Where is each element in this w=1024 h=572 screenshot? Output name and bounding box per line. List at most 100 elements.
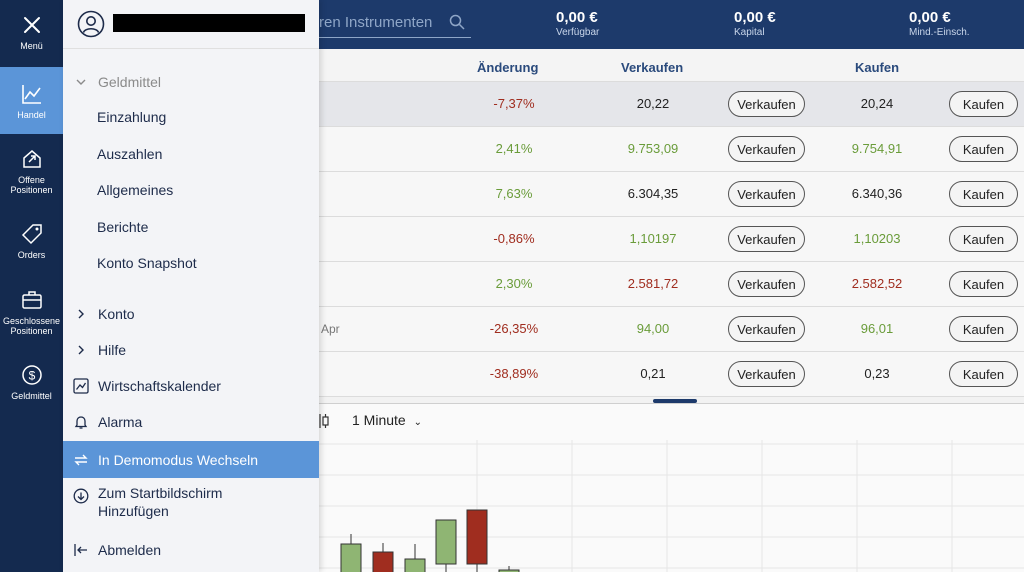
change-value: 2,30% [495,276,533,291]
menu-item-label: Konto [98,306,135,322]
user-avatar-icon[interactable] [77,10,105,38]
instruments-table: Änderung Verkaufen Kaufen -7,37% 20,22 Ver… [319,49,1024,397]
search-input[interactable]: ren Instrumenten [319,14,433,31]
dollar-circle-icon: $ [20,363,44,387]
table-row[interactable]: -38,89% 0,21 Verkaufen 0,23 Kaufen [319,352,1024,397]
menu-item-label: In Demomodus Wechseln [98,451,259,468]
rail-item-label: Offene Positionen [10,175,53,195]
table-row[interactable]: 2,41% 9.753,09 Verkaufen 9.754,91 Kaufen [319,127,1024,172]
menu-item-einzahlung[interactable]: Einzahlung [63,103,319,131]
menu-item-demomodus[interactable]: In Demomodus Wechseln [63,441,319,478]
chevron-right-icon [71,304,91,324]
menu-item-berichte[interactable]: Berichte [63,213,319,241]
rail-item-label: Orders [17,250,46,260]
stat-value: 0,00 € [734,9,776,26]
table-row[interactable]: 7,63% 6.304,35 Verkaufen 6.340,36 Kaufen [319,172,1024,217]
sell-price: 94,00 [636,321,670,336]
rail-item-geldmittel[interactable]: $ Geldmittel [0,355,63,409]
rail-item-label: Geschlossene Positionen [2,316,61,336]
table-header: Änderung Verkaufen Kaufen [319,49,1024,82]
rail-item-offene-positionen[interactable]: Offene Positionen [0,140,63,202]
menu-item-konto-snapshot[interactable]: Konto Snapshot [63,249,319,277]
menu-item-wirtschaftskalender[interactable]: Wirtschaftskalender [63,372,319,400]
candle-body [404,558,426,572]
menu-item-auszahlen[interactable]: Auszahlen [63,140,319,168]
rail-item-handel[interactable]: Handel [0,67,63,134]
menu-item-konto[interactable]: Konto [63,300,319,328]
chart-toolbar: 1 Minute ⌄ [319,404,1024,440]
rail-item-menu[interactable]: Menü [0,0,63,63]
sell-price: 0,21 [640,366,666,381]
candle-body [340,543,362,572]
search-field[interactable]: ren Instrumenten [319,8,471,38]
table-row[interactable]: -7,37% 20,22 Verkaufen 20,24 Kaufen [319,82,1024,127]
buy-button[interactable]: Kaufen [949,361,1018,387]
change-value: -0,86% [493,231,535,246]
swap-icon [71,450,91,470]
download-circle-icon [71,486,91,506]
menu-item-allgemeines[interactable]: Allgemeines [63,176,319,204]
top-bar: ren Instrumenten 0,00 € Verfügbar 0,00 €… [319,0,1024,49]
menu-item-startbildschirm[interactable]: Zum Startbildschirm Hinzufügen [63,484,319,526]
menu-item-hilfe[interactable]: Hilfe [63,336,319,364]
buy-button[interactable]: Kaufen [949,316,1018,342]
menu-item-label: Abmelden [98,542,162,558]
buy-button[interactable]: Kaufen [949,136,1018,162]
sell-price: 9.753,09 [627,141,679,156]
header-buy[interactable]: Kaufen [855,60,900,75]
sell-button[interactable]: Verkaufen [728,181,805,207]
header-change[interactable]: Änderung [477,60,539,75]
chart-line-icon [20,82,44,106]
menu-item-alarma[interactable]: Alarma [63,408,319,436]
sell-button[interactable]: Verkaufen [728,91,805,117]
timeframe-label: 1 Minute [352,412,406,428]
menu-group-geldmittel[interactable]: Geldmittel [63,68,319,96]
buy-button[interactable]: Kaufen [949,226,1018,252]
stat-value: 0,00 € [556,9,598,26]
svg-text:$: $ [28,369,35,383]
chart-panel: 1 Minute ⌄ [319,403,1024,572]
change-value: -38,89% [489,366,539,381]
sell-price: 20,22 [636,96,670,111]
change-value: 7,63% [495,186,533,201]
sell-button[interactable]: Verkaufen [728,316,805,342]
buy-price: 2.582,52 [851,276,903,291]
sell-button[interactable]: Verkaufen [728,361,805,387]
candlestick-type-icon[interactable] [319,413,333,434]
stat-caption: Verfügbar [556,27,600,38]
header-sell[interactable]: Verkaufen [621,60,684,75]
change-value: 2,41% [495,141,533,156]
table-row[interactable]: Apr -26,35% 94,00 Verkaufen 96,01 Kaufen [319,307,1024,352]
search-icon[interactable] [449,14,465,35]
side-menu: Geldmittel Einzahlung Auszahlen Allgemei… [63,0,319,572]
timeframe-selector[interactable]: 1 Minute ⌄ [352,412,422,428]
sell-button[interactable]: Verkaufen [728,136,805,162]
menu-item-label: Berichte [97,219,149,235]
chevron-right-icon [71,340,91,360]
buy-price: 0,23 [864,366,890,381]
tag-icon [20,222,44,246]
table-row[interactable]: -0,86% 1,10197 Verkaufen 1,10203 Kaufen [319,217,1024,262]
menu-item-label: Wirtschaftskalender [98,378,221,394]
resize-handle[interactable] [653,399,697,403]
rail-item-label: Handel [17,109,46,120]
candle-body [435,519,457,565]
buy-button[interactable]: Kaufen [949,181,1018,207]
sell-button[interactable]: Verkaufen [728,226,805,252]
buy-button[interactable]: Kaufen [949,91,1018,117]
buy-price: 9.754,91 [851,141,903,156]
stat-verfuegbar: 0,00 € Verfügbar [556,9,599,38]
buy-button[interactable]: Kaufen [949,271,1018,297]
rail-item-orders[interactable]: Orders [0,214,63,268]
sell-button[interactable]: Verkaufen [728,271,805,297]
rail-item-label: Geldmittel [11,391,52,401]
icon-rail: Menü Handel Offene Positionen Orders Ges… [0,0,63,572]
bell-icon [71,412,91,432]
stat-caption: Mind.-Einsch. [909,27,970,38]
rail-item-geschlossene-positionen[interactable]: Geschlossene Positionen [0,282,63,342]
candlestick-chart[interactable] [319,404,1024,572]
menu-item-abmelden[interactable]: Abmelden [63,536,319,564]
sell-price: 2.581,72 [627,276,679,291]
stat-value: 0,00 € [909,9,951,26]
table-row[interactable]: 2,30% 2.581,72 Verkaufen 2.582,52 Kaufen [319,262,1024,307]
